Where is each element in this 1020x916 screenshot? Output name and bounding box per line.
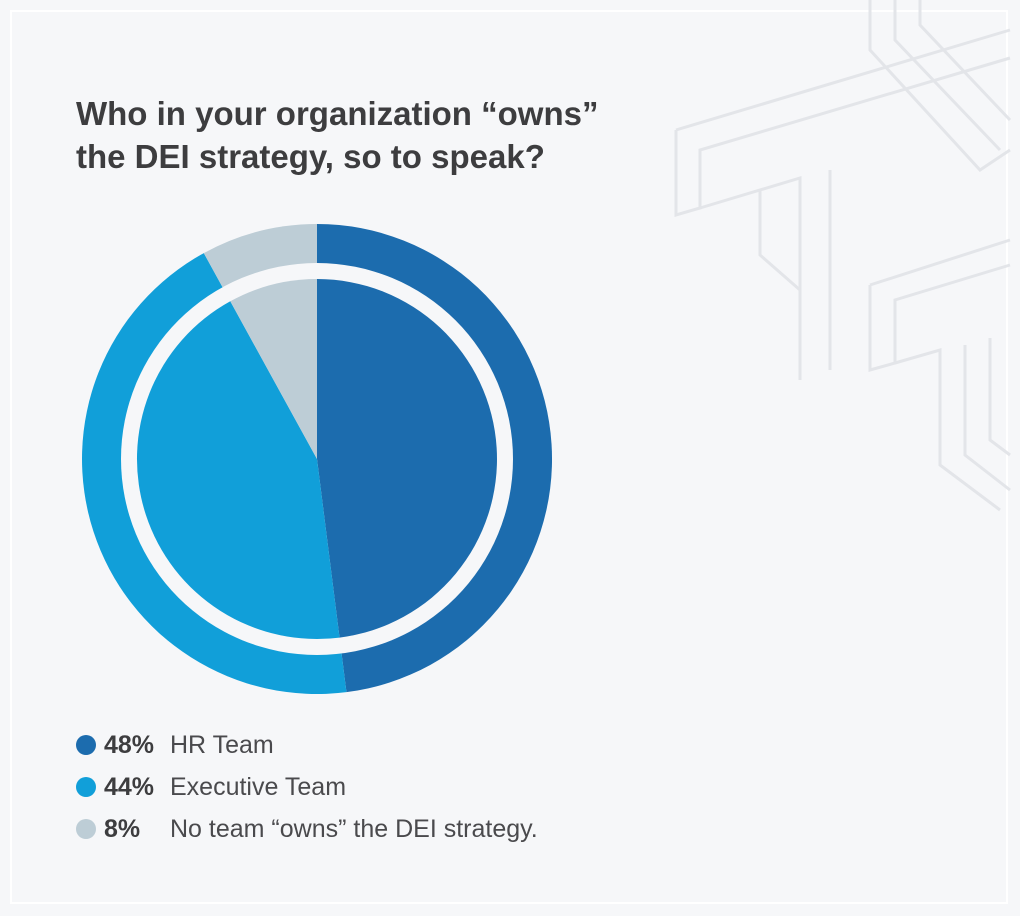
chart-title-line-2: the DEI strategy, so to speak?	[76, 138, 545, 175]
legend-label: Executive Team	[170, 772, 347, 801]
legend-percentage: 44%	[104, 772, 155, 801]
legend-item: 44% Executive Team	[76, 766, 538, 808]
legend-percentage: 8%	[104, 814, 141, 843]
legend-item: 48% HR Team	[76, 724, 538, 766]
legend-percentage: 48%	[104, 730, 155, 759]
pie-slice-1	[317, 279, 497, 638]
chart-legend: 48% HR Team 44% Executive Team 8% No team “ow…	[76, 724, 538, 850]
pie-slice-2	[136, 301, 340, 640]
chart-title: Who in your organization “owns” the DEI …	[76, 92, 676, 178]
legend-item: 8% No team “owns” the DEI strategy.	[76, 808, 538, 850]
inner-pie	[136, 279, 497, 640]
legend-swatch-icon	[76, 819, 96, 839]
legend-label: HR Team	[170, 730, 274, 759]
page-frame	[10, 10, 1008, 904]
chart-title-line-1: Who in your organization “owns”	[76, 95, 599, 132]
pie-slice-3	[230, 279, 317, 459]
legend-swatch-icon	[76, 777, 96, 797]
legend-label: No team “owns” the DEI strategy.	[170, 814, 538, 843]
legend-swatch-icon	[76, 735, 96, 755]
